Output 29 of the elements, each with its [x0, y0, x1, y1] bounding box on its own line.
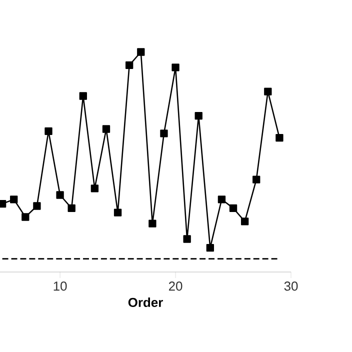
point: [102, 125, 110, 133]
point: [10, 196, 18, 204]
point: [22, 213, 30, 221]
point: [160, 130, 168, 138]
point: [90, 184, 99, 192]
point: [114, 208, 122, 216]
point: [79, 92, 87, 100]
point: [44, 127, 52, 136]
x-tick-label: 30: [284, 282, 298, 291]
point: [183, 235, 191, 243]
point: [194, 112, 202, 120]
point: [148, 220, 156, 228]
point: [137, 48, 145, 56]
x-tick-label: 20: [168, 282, 182, 291]
point: [264, 88, 272, 96]
point: [68, 204, 76, 212]
point: [206, 244, 214, 252]
point: [240, 218, 249, 226]
point: [252, 176, 260, 184]
x-tick-label: 10: [54, 282, 67, 291]
point: [33, 202, 41, 210]
point: [276, 134, 284, 142]
point: [172, 64, 180, 72]
point: [56, 191, 64, 199]
point: [125, 61, 134, 70]
point: [218, 196, 226, 204]
point: [229, 204, 238, 212]
x-axis-title: Order: [128, 298, 163, 308]
point: [0, 200, 6, 208]
